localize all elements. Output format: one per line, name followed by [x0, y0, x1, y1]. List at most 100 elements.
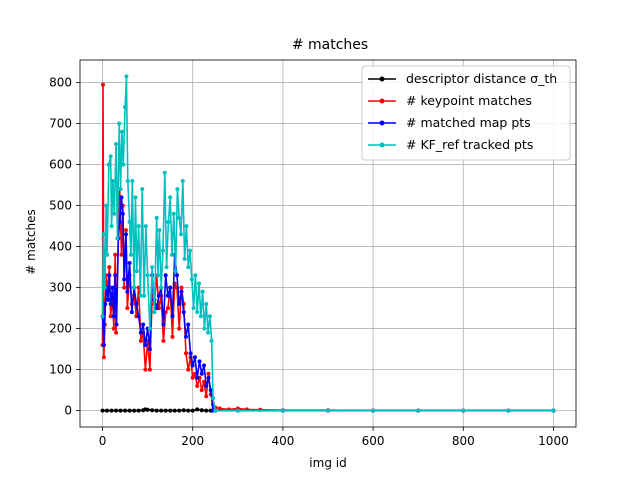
series-3-line: [101, 75, 554, 412]
series-3-point: [173, 269, 178, 274]
series-2-point: [108, 301, 113, 306]
series-0-point: [168, 408, 173, 413]
series-2-point: [161, 322, 166, 327]
series-1-point: [111, 326, 116, 331]
series-2-point: [113, 273, 118, 278]
series-3-point: [180, 178, 185, 183]
series-2-point: [195, 375, 200, 380]
series-1-point: [101, 355, 106, 360]
legend: descriptor distance σ_th # keypoint match…: [361, 65, 571, 161]
series-3-point: [114, 142, 119, 147]
series-2-point: [174, 273, 179, 278]
series-2-point: [120, 211, 125, 216]
series-3-point: [191, 306, 196, 311]
series-1-point: [100, 82, 105, 87]
series-3-point: [182, 256, 187, 261]
series-3-point: [207, 314, 212, 319]
series-3-point: [145, 273, 150, 278]
series-3-point: [143, 224, 148, 229]
series-3-point: [105, 252, 110, 257]
series-2-point: [105, 297, 110, 302]
legend-label: # KF_ref tracked pts: [406, 137, 533, 152]
series-3-point: [127, 219, 132, 224]
legend-label: # keypoint matches: [406, 93, 532, 108]
series-3-point: [104, 203, 109, 208]
y-tick-label: 300: [49, 281, 72, 295]
series-1-point: [161, 338, 166, 343]
series-3-point: [188, 248, 193, 253]
series-3-point: [189, 277, 194, 282]
series-3-point: [130, 178, 135, 183]
series-2-point: [136, 314, 141, 319]
legend-swatch-marker: [379, 76, 385, 82]
series-2-point: [141, 322, 146, 327]
series-3-point: [280, 408, 285, 413]
series-3-point: [118, 187, 123, 192]
series-3-point: [132, 285, 137, 290]
series-3-point: [506, 408, 511, 413]
series-2-point: [134, 301, 139, 306]
series-group: [100, 74, 556, 413]
series-0-point: [195, 407, 200, 412]
series-3-point: [121, 162, 126, 167]
series-1-point: [165, 306, 170, 311]
legend-label: # matched map pts: [406, 115, 531, 130]
series-3-point: [198, 314, 203, 319]
series-3-point: [171, 211, 176, 216]
series-3-point: [119, 129, 124, 134]
y-axis-label: # matches: [24, 209, 38, 274]
series-2-point: [206, 375, 211, 380]
series-0-point: [132, 408, 137, 413]
series-1-point: [108, 314, 113, 319]
series-3-point: [110, 178, 115, 183]
series-3-point: [175, 187, 180, 192]
series-3-point: [138, 293, 143, 298]
series-3-point: [142, 293, 147, 298]
series-2-point: [199, 371, 204, 376]
series-2-point: [179, 289, 184, 294]
series-0-point: [163, 408, 168, 413]
series-3-point: [106, 162, 111, 167]
x-tick-label: 600: [362, 434, 385, 448]
series-1-point: [170, 334, 175, 339]
series-3-point: [128, 252, 133, 257]
series-2-point: [127, 260, 132, 265]
series-3-point: [100, 314, 105, 319]
series-0-point: [123, 408, 128, 413]
series-2-point: [107, 273, 112, 278]
series-3-point: [152, 310, 157, 315]
series-2-point: [197, 359, 202, 364]
x-tick-label: 1000: [538, 434, 569, 448]
series-1-point: [183, 351, 188, 356]
series-1-point: [195, 383, 200, 388]
series-2-point: [181, 310, 186, 315]
series-0-point: [136, 408, 141, 413]
series-2-point: [156, 293, 161, 298]
series-1-point: [204, 394, 209, 399]
series-2-point: [163, 273, 168, 278]
legend-label: descriptor distance σ_th: [406, 71, 557, 86]
series-0-point: [181, 408, 186, 413]
x-tick-label: 800: [452, 434, 475, 448]
legend-swatch-marker: [379, 142, 385, 148]
series-2-point: [165, 293, 170, 298]
series-3-point: [115, 236, 120, 241]
series-3-point: [193, 273, 198, 278]
series-3-point: [200, 289, 205, 294]
series-3-point: [134, 269, 139, 274]
series-3-point: [157, 228, 162, 233]
y-tick-label: 400: [49, 240, 72, 254]
series-3-point: [112, 211, 117, 216]
series-3-point: [371, 408, 376, 413]
y-tick-label: 200: [49, 322, 72, 336]
series-3-point: [125, 178, 130, 183]
series-3-point: [156, 273, 161, 278]
series-1-point: [125, 306, 130, 311]
series-2-point: [122, 277, 127, 282]
series-2-point: [188, 351, 193, 356]
legend-swatch-marker: [379, 120, 385, 126]
y-tick-label: 700: [49, 117, 72, 131]
series-3-point: [166, 219, 171, 224]
series-1-point: [177, 326, 182, 331]
series-0-point: [177, 408, 182, 413]
